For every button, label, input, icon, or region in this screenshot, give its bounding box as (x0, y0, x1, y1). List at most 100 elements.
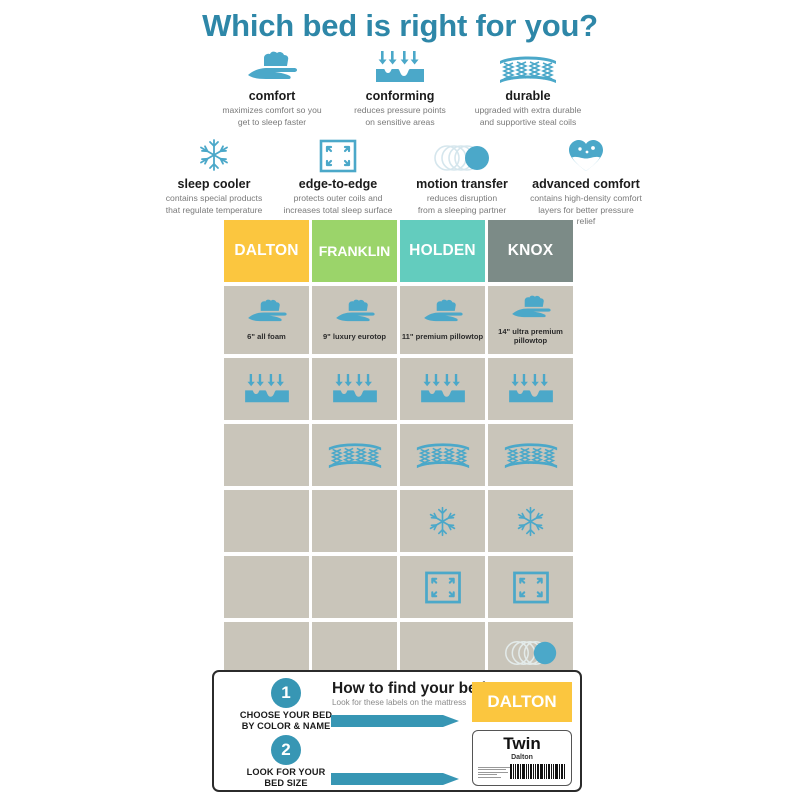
step-2-arrow-icon (331, 772, 459, 786)
matrix-cell-dalton-edge-to-edge (224, 556, 309, 618)
step-number-badge: 1 (271, 678, 301, 708)
label-brand-text: Dalton (511, 754, 533, 761)
example-brand-tag: DALTON (472, 682, 572, 722)
comfort-hand-icon (245, 296, 289, 330)
step-1: 1 CHOOSE YOUR BED BY COLOR & NAME (220, 678, 352, 732)
comfort-hand-icon (333, 296, 377, 330)
durable-coils-icon (503, 438, 559, 472)
matrix-cell-holden-edge-to-edge (400, 556, 485, 618)
label-size-text: Twin (503, 734, 541, 753)
motion-transfer-icon (503, 636, 559, 670)
label-fine-print (478, 766, 510, 780)
mattress-spec-label: 14" ultra premium pillowtop (498, 327, 563, 345)
snowflake-icon (426, 504, 459, 538)
feature-row-durable (224, 424, 573, 486)
feature-sleep-cooler: sleep cooler contains special products t… (152, 137, 276, 217)
panel-title: How to find your bed (332, 680, 487, 697)
mattress-spec-label: 11" premium pillowtop (401, 331, 484, 341)
feature-desc-line2: get to sleep faster (237, 117, 307, 128)
durable-coils-icon (415, 438, 471, 472)
feature-name: edge-to-edge (298, 176, 378, 191)
matrix-cell-holden-sleep-cooler (400, 490, 485, 552)
brand-header-holden[interactable]: HOLDEN (400, 220, 485, 282)
barcode-icon (510, 764, 566, 779)
mattress-spec-label: 9" luxury eurotop (322, 331, 387, 341)
feature-motion-transfer: motion transfer reduces disruption from … (400, 137, 524, 217)
step-label-line1: LOOK FOR YOUR (246, 767, 326, 777)
comfort-hand-icon (509, 291, 553, 325)
matrix-cell-dalton-durable (224, 424, 309, 486)
step-label-line2: BY COLOR & NAME (241, 721, 331, 732)
matrix-cell-knox-conforming (488, 358, 573, 420)
feature-desc-line1: reduces disruption (426, 193, 498, 204)
feature-desc-line1: upgraded with extra durable (474, 105, 582, 116)
step-label-line1: CHOOSE YOUR BED (239, 710, 333, 720)
step-2: 2 LOOK FOR YOUR BED SIZE (220, 735, 352, 789)
matrix-cell-franklin-comfort: 9" luxury eurotop (312, 286, 397, 354)
durable-coils-icon (470, 49, 586, 85)
feature-desc-line2: and supportive steal coils (479, 117, 577, 128)
feature-name: durable (505, 89, 551, 104)
conforming-pressure-icon (342, 49, 458, 85)
conforming-pressure-icon (329, 372, 381, 406)
brand-header-franklin[interactable]: FRANKLIN (312, 220, 397, 282)
feature-row-edge-to-edge (224, 556, 573, 618)
feature-name: conforming (365, 89, 435, 104)
feature-desc-line1: contains special products (165, 193, 263, 204)
durable-coils-icon (327, 438, 383, 472)
panel-heading: How to find your bed Look for these labe… (332, 680, 490, 707)
matrix-cell-franklin-sleep-cooler (312, 490, 397, 552)
feature-desc-line2: layers for better pressure relief (538, 204, 634, 227)
matrix-cell-knox-sleep-cooler (488, 490, 573, 552)
matrix-cell-knox-comfort: 14" ultra premium pillowtop (488, 286, 573, 354)
page-title: Which bed is right for you? (202, 8, 598, 43)
matrix-cell-holden-durable (400, 424, 485, 486)
feature-row-conforming (224, 358, 573, 420)
feature-name: motion transfer (416, 176, 508, 191)
feature-row-secondary: sleep cooler contains special products t… (0, 137, 800, 228)
brand-header-dalton[interactable]: DALTON (224, 220, 309, 282)
matrix-cell-franklin-edge-to-edge (312, 556, 397, 618)
matrix-cell-franklin-conforming (312, 358, 397, 420)
edge-to-edge-icon (512, 570, 550, 604)
step-label-line2: BED SIZE (264, 778, 308, 789)
conforming-pressure-icon (505, 372, 557, 406)
matrix-cell-dalton-comfort: 6" all foam (224, 286, 309, 354)
feature-durable: durable upgraded with extra durable and … (464, 49, 592, 129)
matrix-cell-holden-comfort: 11" premium pillowtop (400, 286, 485, 354)
feature-name: sleep cooler (177, 176, 251, 191)
matrix-cell-dalton-sleep-cooler (224, 490, 309, 552)
feature-desc-line1: protects outer coils and (293, 193, 383, 204)
panel-subtitle: Look for these labels on the mattress (332, 698, 467, 708)
conforming-pressure-icon (241, 372, 293, 406)
feature-conforming: conforming reduces pressure points on se… (336, 49, 464, 129)
example-size-label: Twin Dalton (472, 730, 572, 786)
step-number-badge: 2 (271, 735, 301, 765)
comfort-hand-icon (214, 49, 330, 85)
feature-row-sleep-cooler (224, 490, 573, 552)
matrix-cell-knox-edge-to-edge (488, 556, 573, 618)
snowflake-icon (514, 504, 547, 538)
feature-desc-line2: that regulate temperature (165, 204, 263, 215)
feature-desc-line2: from a sleeping partner (417, 204, 507, 215)
feature-desc-line1: maximizes comfort so you (222, 105, 322, 116)
feature-row-primary: comfort maximizes comfort so you get to … (0, 49, 800, 129)
brand-header-row: DALTON FRANKLIN HOLDEN KNOX (224, 220, 573, 282)
matrix-cell-knox-durable (488, 424, 573, 486)
feature-desc-line1: contains high-density comfort (530, 193, 642, 204)
conforming-pressure-icon (417, 372, 469, 406)
step-1-arrow-icon (331, 714, 459, 728)
brand-header-knox[interactable]: KNOX (488, 220, 573, 282)
edge-to-edge-icon (282, 137, 394, 173)
mattress-spec-label: 6" all foam (247, 331, 286, 341)
comfort-hand-icon (421, 296, 465, 330)
matrix-cell-dalton-conforming (224, 358, 309, 420)
feature-comfort: comfort maximizes comfort so you get to … (208, 49, 336, 129)
feature-advanced-comfort: advanced comfort contains high-density c… (524, 137, 648, 228)
feature-desc-line2: increases total sleep surface (283, 204, 393, 215)
edge-to-edge-icon (424, 570, 462, 604)
snowflake-icon (158, 137, 270, 173)
feature-edge-to-edge: edge-to-edge protects outer coils and in… (276, 137, 400, 217)
motion-transfer-icon (406, 137, 518, 173)
